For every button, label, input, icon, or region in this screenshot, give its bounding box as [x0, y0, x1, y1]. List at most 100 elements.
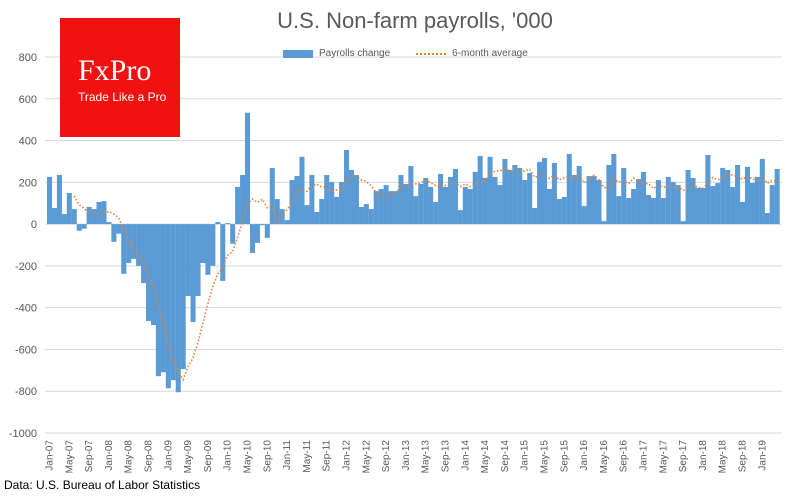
bar: [324, 175, 330, 225]
bar: [264, 224, 270, 238]
bar: [452, 168, 458, 225]
bar: [403, 184, 409, 225]
x-tick-label: May-12: [361, 440, 372, 474]
x-tick-label: May-13: [421, 440, 432, 474]
bar: [210, 224, 216, 266]
bar: [398, 175, 404, 225]
bar: [96, 201, 102, 225]
bar: [433, 201, 439, 225]
bar: [507, 170, 513, 225]
bar: [571, 175, 577, 225]
bar: [621, 167, 627, 225]
bar: [141, 224, 147, 284]
fxpro-logo: FxPro Trade Like a Pro: [60, 18, 180, 137]
bar: [428, 186, 434, 225]
bar: [576, 166, 582, 225]
bar: [749, 182, 755, 225]
x-tick-label: May-07: [64, 440, 75, 474]
logo-tagline: Trade Like a Pro: [78, 90, 167, 104]
bar: [561, 196, 567, 225]
x-tick-label: May-09: [183, 440, 194, 474]
bar: [249, 224, 255, 253]
bar: [447, 176, 453, 225]
x-tick-label: May-10: [242, 440, 253, 474]
bar: [76, 224, 82, 231]
x-tick-label: Sep-12: [381, 440, 392, 473]
x-tick-label: Sep-18: [737, 440, 748, 473]
bar: [225, 223, 231, 225]
bar: [165, 224, 171, 389]
bar: [136, 224, 142, 266]
legend-label-payrolls: Payrolls change: [319, 48, 391, 59]
bar: [294, 176, 300, 225]
bar: [660, 198, 666, 225]
y-tick-label: -200: [15, 261, 37, 273]
average-series: [73, 167, 778, 382]
bar: [146, 224, 152, 322]
bar: [334, 196, 340, 225]
bar: [616, 196, 622, 225]
bar: [299, 156, 305, 225]
bar: [363, 204, 369, 225]
x-tick-label: Sep-14: [500, 440, 511, 473]
bar: [274, 199, 280, 225]
bar: [467, 189, 473, 225]
bar: [680, 221, 686, 225]
bar: [700, 187, 706, 225]
bar: [551, 162, 557, 225]
bar: [655, 180, 661, 225]
x-tick-label: Jan-14: [460, 440, 471, 471]
y-tick-label: -400: [15, 303, 37, 315]
bar: [131, 224, 137, 259]
source-note: Data: U.S. Bureau of Labor Statistics: [4, 478, 201, 492]
bar: [482, 177, 488, 225]
bar: [695, 187, 701, 225]
bar: [106, 222, 112, 225]
bar: [720, 167, 726, 225]
y-tick-label: 0: [31, 219, 37, 231]
bar: [393, 191, 399, 225]
bar: [66, 192, 72, 225]
bar: [259, 224, 265, 226]
bar: [665, 176, 671, 225]
y-tick-label: 600: [19, 94, 37, 106]
bar: [71, 209, 77, 225]
bar: [56, 175, 62, 225]
legend-swatch-line: [416, 52, 447, 55]
bar: [641, 171, 647, 225]
bar: [685, 170, 691, 225]
bar: [383, 185, 389, 225]
bar: [91, 209, 97, 225]
bar: [705, 154, 711, 225]
bar: [195, 224, 201, 296]
bar: [121, 224, 127, 274]
bar: [329, 181, 335, 225]
bar: [180, 224, 186, 370]
bar: [744, 166, 750, 225]
bar: [175, 224, 181, 393]
bar: [527, 172, 533, 225]
bar: [502, 158, 508, 225]
bar: [443, 186, 449, 225]
x-tick-label: Jan-19: [757, 440, 768, 471]
bar: [348, 170, 354, 225]
bar: [304, 205, 310, 225]
bar: [611, 153, 617, 225]
x-tick-label: May-16: [599, 440, 610, 474]
logo-brand: FxPro: [78, 54, 152, 87]
bar: [754, 176, 760, 225]
bar: [111, 224, 117, 242]
bar: [759, 158, 765, 225]
x-tick-label: Jan-17: [638, 440, 649, 471]
bar: [61, 214, 67, 225]
bar: [522, 180, 528, 225]
x-tick-label: May-17: [658, 440, 669, 474]
x-tick-label: Sep-17: [678, 440, 689, 473]
x-tick-labels: Jan-07 May-07 Sep-07 Jan-08 May-08 Sep-08 Jan-…: [44, 440, 768, 474]
bar: [626, 198, 632, 225]
bar: [160, 224, 166, 373]
bar: [378, 189, 384, 225]
x-tick-label: Jan-07: [44, 440, 55, 471]
bar: [566, 153, 572, 225]
